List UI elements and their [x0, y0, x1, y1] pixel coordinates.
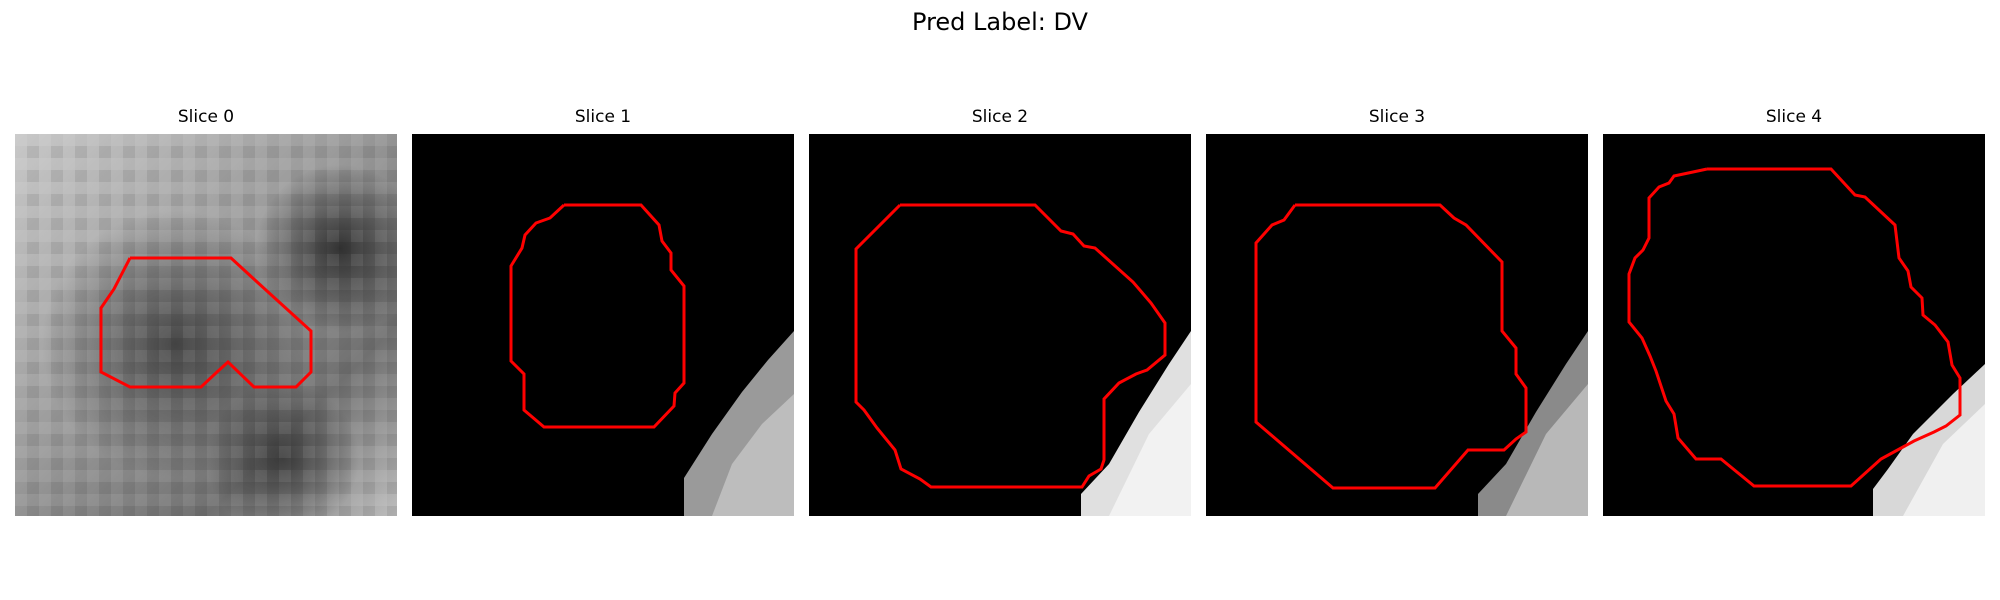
slice-image [1206, 134, 1588, 516]
slice-panel-1: Slice 1 [412, 107, 794, 527]
slice-image [412, 134, 794, 516]
slice-panel-2: Slice 2 [809, 107, 1191, 527]
slice-title: Slice 1 [412, 107, 794, 127]
slice-image [1603, 134, 1985, 516]
figure-title: Pred Label: DV [0, 8, 2000, 36]
slice-image [809, 134, 1191, 516]
slice-panel-3: Slice 3 [1206, 107, 1588, 527]
slice-title: Slice 3 [1206, 107, 1588, 127]
slice-image [15, 134, 397, 516]
slice-panel-4: Slice 4 [1603, 107, 1985, 527]
slice-title: Slice 0 [15, 107, 397, 127]
slice-title: Slice 4 [1603, 107, 1985, 127]
slice-title: Slice 2 [809, 107, 1191, 127]
slice-panel-0: Slice 0 [15, 107, 397, 527]
